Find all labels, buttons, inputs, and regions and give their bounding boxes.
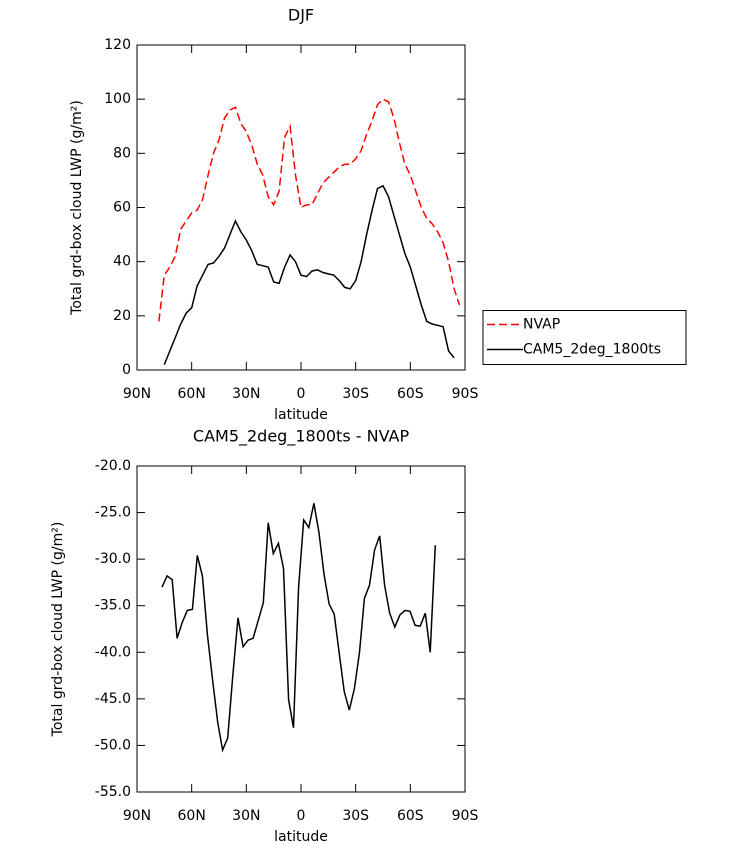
plot-frame bbox=[136, 465, 466, 793]
legend-label: CAM5_2deg_1800ts bbox=[523, 342, 661, 358]
x-tick-label: 60N bbox=[178, 808, 206, 824]
chart-title: DJF bbox=[288, 6, 314, 25]
y-tick-label: 40 bbox=[113, 254, 131, 270]
y-tick-label: -50.0 bbox=[95, 737, 131, 753]
y-tick-label: 20 bbox=[113, 308, 131, 324]
plot-frame bbox=[136, 44, 466, 371]
x-tick-label: 30S bbox=[342, 808, 369, 824]
x-tick-label: 30N bbox=[232, 386, 260, 402]
y-tick-label: -55.0 bbox=[95, 784, 131, 800]
y-axis-label: Total grd-box cloud LWP (g/m²) bbox=[50, 522, 66, 738]
data-line bbox=[161, 503, 437, 753]
y-tick-label: -35.0 bbox=[95, 598, 131, 614]
x-axis-label: latitude bbox=[274, 829, 328, 845]
x-tick-label: 90S bbox=[452, 808, 479, 824]
x-axis-label: latitude bbox=[274, 407, 328, 423]
legend-box bbox=[482, 310, 687, 365]
y-tick-label: -45.0 bbox=[95, 691, 131, 707]
y-tick-label: 120 bbox=[104, 37, 131, 53]
x-tick-label: 90N bbox=[123, 808, 151, 824]
data-line bbox=[163, 184, 455, 365]
x-tick-label: 60S bbox=[397, 808, 424, 824]
data-line bbox=[158, 98, 461, 322]
y-tick-label: -25.0 bbox=[95, 505, 131, 521]
x-tick-label: 90S bbox=[452, 386, 479, 402]
y-tick-label: -40.0 bbox=[95, 644, 131, 660]
y-axis-label: Total grd-box cloud LWP (g/m²) bbox=[69, 100, 85, 316]
x-tick-label: 90N bbox=[123, 386, 151, 402]
y-tick-label: -20.0 bbox=[95, 458, 131, 474]
x-tick-label: 60N bbox=[178, 386, 206, 402]
chart-title: CAM5_2deg_1800ts - NVAP bbox=[193, 427, 410, 447]
x-tick-label: 0 bbox=[297, 386, 306, 402]
y-tick-label: 0 bbox=[122, 362, 131, 378]
x-tick-label: 30N bbox=[232, 808, 260, 824]
x-tick-label: 30S bbox=[342, 386, 369, 402]
x-tick-label: 0 bbox=[297, 808, 306, 824]
y-tick-label: 60 bbox=[113, 200, 131, 216]
x-tick-label: 60S bbox=[397, 386, 424, 402]
y-tick-label: 80 bbox=[113, 145, 131, 161]
legend-label: NVAP bbox=[523, 317, 560, 333]
y-tick-label: 100 bbox=[104, 91, 131, 107]
y-tick-label: -30.0 bbox=[95, 551, 131, 567]
